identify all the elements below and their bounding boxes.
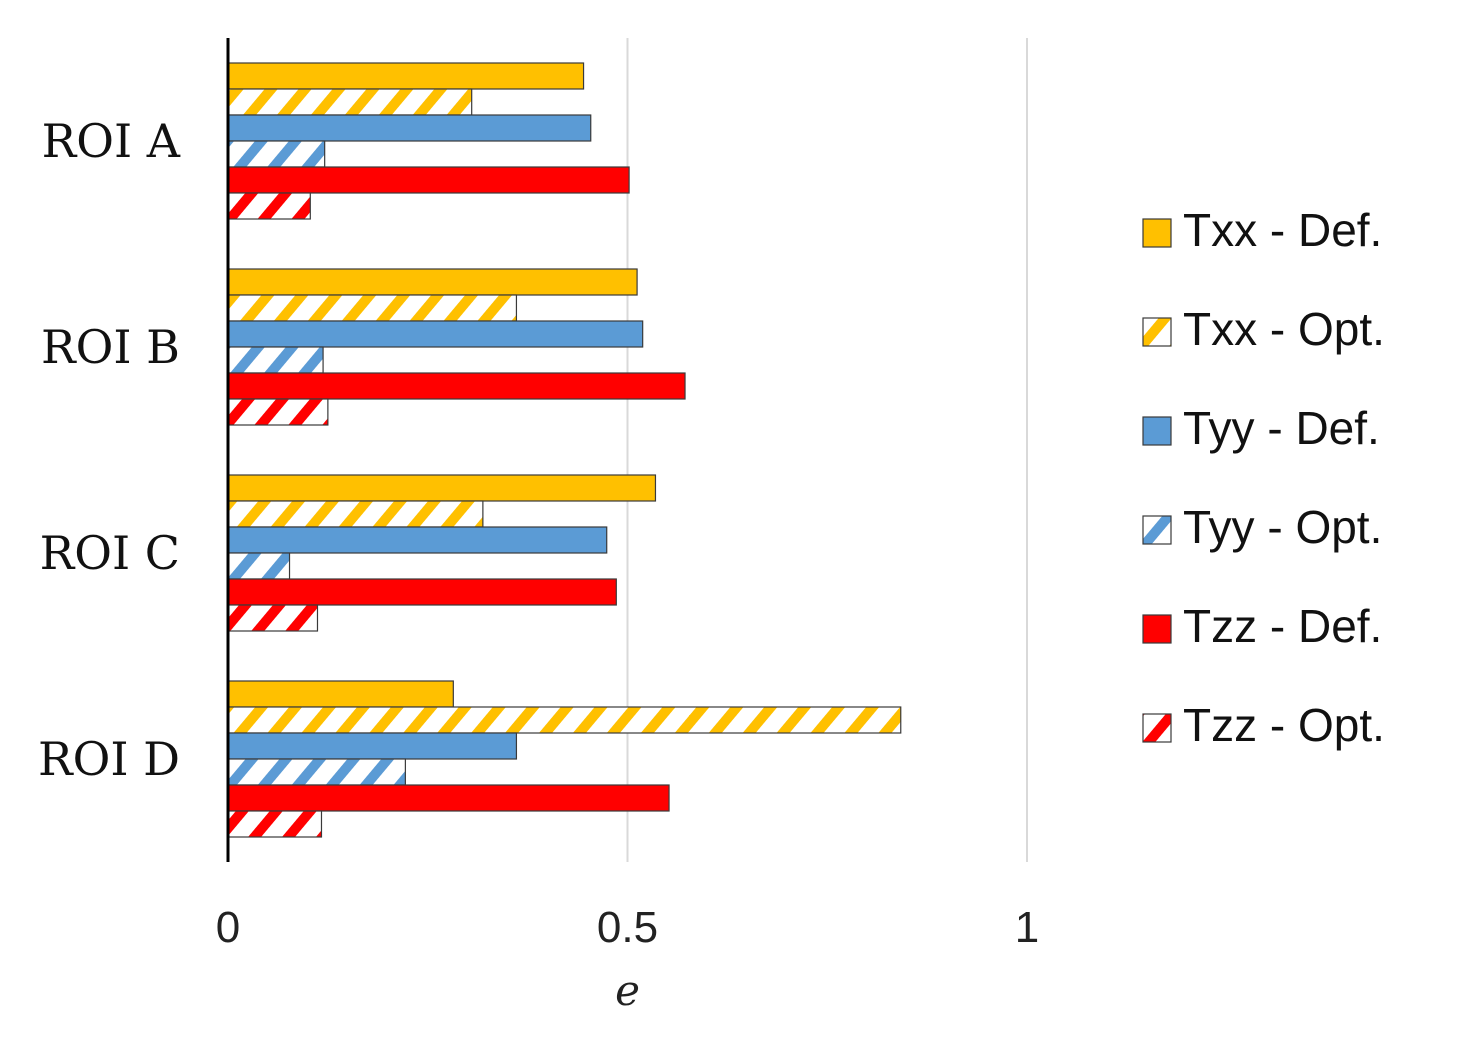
bar-roi-d-tyy-def (227, 732, 518, 760)
legend-swatch (1142, 218, 1172, 248)
bar-roi-b-tyy-def (227, 320, 644, 348)
bar-roi-c-tzz-opt (227, 604, 319, 632)
legend-label: Txx - Opt. (1183, 303, 1385, 355)
bar-roi-b-tzz-opt (227, 398, 329, 426)
legend-swatch (1142, 614, 1172, 644)
bar-roi-c-txx-def (227, 474, 657, 502)
category-label: ROI C (40, 526, 180, 580)
bar-roi-a-tyy-opt (227, 140, 326, 168)
legend-label: Tzz - Def. (1183, 600, 1382, 652)
legend-label: Tyy - Def. (1183, 402, 1380, 454)
category-label: ROI A (42, 114, 181, 168)
bar-roi-c-tyy-opt (227, 552, 291, 580)
legend-swatch (1142, 515, 1172, 545)
bar-roi-c-txx-opt (227, 500, 484, 528)
bar-roi-c-tyy-def (227, 526, 608, 554)
bar-roi-b-txx-def (227, 268, 638, 296)
bar-roi-a-tzz-def (227, 166, 630, 194)
bar-roi-d-tzz-def (227, 784, 670, 812)
x-tick-label: 0.5 (597, 903, 658, 952)
x-axis-title: e (615, 966, 640, 1015)
gridlines (626, 38, 1028, 862)
bar-roi-b-tzz-def (227, 372, 686, 400)
legend: Txx - Def. Txx - Opt. Tyy - Def. Tyy - Opt.… (1142, 204, 1385, 751)
legend-label: Tzz - Opt. (1183, 699, 1385, 751)
legend-swatch (1142, 317, 1172, 347)
bar-roi-a-tyy-def (227, 114, 592, 142)
bar-roi-a-txx-opt (227, 88, 473, 116)
x-tick-label: 0 (216, 903, 240, 952)
bar-roi-d-txx-opt (227, 706, 902, 734)
bar-roi-d-tyy-opt (227, 758, 406, 786)
x-tick-label: 1 (1015, 903, 1039, 952)
category-labels: ROI A ROI B ROI C ROI D (38, 114, 181, 786)
bar-roi-b-txx-opt (227, 294, 518, 322)
legend-swatch (1142, 416, 1172, 446)
bar-roi-b-tyy-opt (227, 346, 324, 374)
legend-label: Tyy - Opt. (1183, 501, 1382, 553)
bar-roi-a-tzz-opt (227, 192, 311, 220)
category-label: ROI D (38, 732, 180, 786)
bar-roi-d-tzz-opt (227, 810, 323, 838)
bar-roi-c-tzz-def (227, 578, 617, 606)
category-label: ROI B (41, 320, 180, 374)
bars (227, 62, 902, 838)
legend-swatch (1142, 713, 1172, 743)
bar-roi-d-txx-def (227, 680, 454, 708)
legend-label: Txx - Def. (1183, 204, 1382, 256)
bar-roi-a-txx-def (227, 62, 585, 90)
tick-labels: 0 0.5 1 (216, 903, 1039, 952)
